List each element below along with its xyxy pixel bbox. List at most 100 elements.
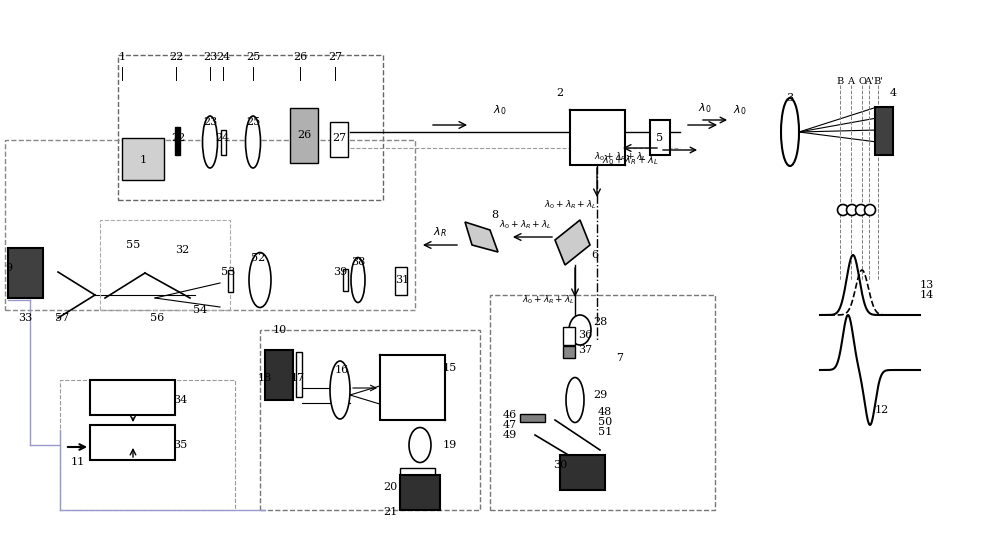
Text: 8: 8 [491,210,499,220]
Ellipse shape [569,315,591,345]
Bar [343,269,348,291]
Bar [290,108,318,163]
Polygon shape [465,222,498,252]
Text: 32: 32 [175,245,189,255]
Text: 26: 26 [297,130,311,140]
Text: $\lambda_0+\lambda_R+\lambda_L$: $\lambda_0+\lambda_R+\lambda_L$ [522,294,574,306]
Text: 25: 25 [246,52,260,62]
Text: 13: 13 [920,280,934,290]
Bar [296,352,302,397]
Text: 33: 33 [18,313,32,323]
Ellipse shape [846,204,858,215]
Bar [260,330,480,510]
Ellipse shape [838,204,848,215]
Text: 27: 27 [328,52,342,62]
Text: 57: 57 [55,313,69,323]
Text: $\lambda_0$: $\lambda_0$ [733,103,747,117]
Text: 9: 9 [5,263,13,273]
Text: 36: 36 [578,330,592,340]
Text: 38: 38 [351,257,365,267]
Bar [875,107,893,155]
Ellipse shape [864,204,876,215]
Text: 27: 27 [332,133,346,143]
Text: 47: 47 [503,420,517,430]
Bar [118,55,383,200]
Text: 11: 11 [71,457,85,467]
Text: 18: 18 [258,373,272,383]
Bar [563,327,575,345]
Bar [122,138,164,180]
Ellipse shape [351,258,365,302]
Ellipse shape [566,378,584,423]
Text: $\lambda_R$: $\lambda_R$ [433,225,447,239]
Text: 55: 55 [126,240,140,250]
Polygon shape [555,220,590,265]
Text: O: O [858,77,866,87]
Text: 25: 25 [246,117,260,127]
Text: 28: 28 [593,317,607,327]
Text: 39: 39 [333,267,347,277]
Ellipse shape [202,116,218,168]
Bar [8,248,43,298]
Text: $\lambda_0+\lambda_R+\lambda_L$: $\lambda_0+\lambda_R+\lambda_L$ [544,199,596,211]
Bar [395,267,407,295]
Text: 26: 26 [293,52,307,62]
Text: 24: 24 [216,52,230,62]
Bar [60,380,235,510]
Text: 23: 23 [203,52,217,62]
Text: 1: 1 [139,155,147,165]
Text: 5: 5 [656,133,664,143]
Text: 17: 17 [291,373,305,383]
Bar [100,220,230,310]
Ellipse shape [781,98,799,166]
Text: 20: 20 [383,482,397,492]
Bar [380,355,445,420]
Text: A': A' [864,77,874,87]
Text: 19: 19 [443,440,457,450]
Text: 37: 37 [578,345,592,355]
Text: 51: 51 [598,427,612,437]
Text: $\lambda_0$: $\lambda_0$ [698,101,712,115]
Text: 14: 14 [920,290,934,300]
Text: $\lambda_0$: $\lambda_0$ [493,103,507,117]
Text: 54: 54 [193,305,207,315]
Text: 50: 50 [598,417,612,427]
Bar [265,350,293,400]
Text: 48: 48 [598,407,612,417]
Text: B: B [836,77,844,87]
Text: 2: 2 [556,88,564,98]
Text: 31: 31 [395,275,409,285]
Text: 10: 10 [273,325,287,335]
Text: 46: 46 [503,410,517,420]
Text: B': B' [873,77,883,87]
Text: 34: 34 [173,395,187,405]
Text: 52: 52 [251,253,265,263]
Bar [520,414,545,422]
Text: A: A [848,77,854,87]
Bar [221,130,226,155]
Text: 15: 15 [443,363,457,373]
Ellipse shape [409,427,431,463]
Ellipse shape [249,253,271,307]
Ellipse shape [330,361,350,419]
Bar [563,346,575,358]
Bar [400,475,440,510]
Text: $\lambda_0+\lambda_R+\lambda_L$: $\lambda_0+\lambda_R+\lambda_L$ [602,153,658,167]
Text: $\lambda_0+\lambda_R+\lambda_L$: $\lambda_0+\lambda_R+\lambda_L$ [499,219,551,231]
Bar [570,110,625,165]
Bar [90,380,175,415]
Text: 24: 24 [215,133,229,143]
Text: 16: 16 [335,365,349,375]
Bar [400,468,435,480]
Text: 35: 35 [173,440,187,450]
Ellipse shape [856,204,866,215]
Text: 56: 56 [150,313,164,323]
Text: 23: 23 [203,117,217,127]
Ellipse shape [246,116,260,168]
Text: 7: 7 [616,353,624,363]
Text: 22: 22 [171,133,185,143]
Text: 12: 12 [875,405,889,415]
Text: 30: 30 [553,460,567,470]
Bar [490,295,715,510]
Text: 21: 21 [383,507,397,517]
